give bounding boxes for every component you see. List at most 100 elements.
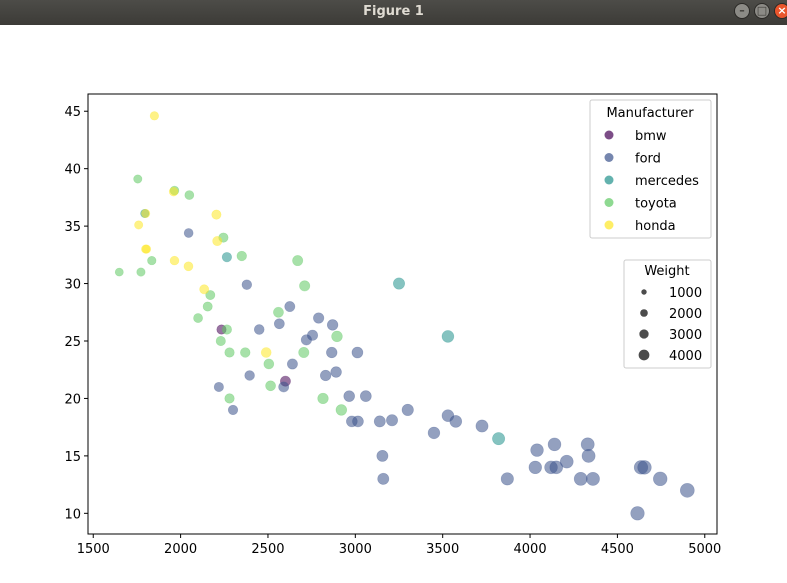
point-ford-0 (183, 228, 194, 238)
x-tick-label: 5000 (688, 542, 721, 557)
point-ford-30 (475, 419, 489, 433)
y-tick-label: 45 (64, 105, 81, 120)
point-ford-43 (630, 506, 645, 521)
point-toyota-15 (240, 347, 251, 358)
point-ford-38 (573, 472, 588, 486)
point-ford-14 (326, 346, 338, 359)
point-ford-41 (586, 471, 600, 486)
point-toyota-21 (299, 280, 311, 292)
y-tick-label: 15 (64, 450, 81, 465)
legend-size-marker-2000 (640, 309, 648, 317)
point-toyota-7 (202, 301, 213, 312)
point-toyota-12 (224, 347, 235, 358)
point-ford-9 (286, 358, 298, 370)
legend-manufacturer: Manufacturer bmw ford mercedes toyota honda (589, 99, 712, 239)
point-ford-31 (500, 472, 514, 486)
legend-marker-toyota (604, 198, 614, 207)
point-ford-45 (653, 471, 668, 487)
point-mercedes-2 (393, 277, 406, 290)
point-ford-1 (213, 381, 224, 392)
point-ford-5 (253, 324, 265, 335)
y-tick-label: 35 (64, 220, 81, 235)
point-ford-19 (352, 415, 364, 428)
point-toyota-16 (263, 358, 275, 370)
point-ford-22 (373, 415, 386, 428)
legend-label-mercedes: mercedes (635, 174, 699, 189)
point-ford-12 (313, 312, 325, 324)
point-toyota-17 (265, 380, 276, 392)
point-ford-46 (679, 483, 695, 498)
maximize-button[interactable]: □ (754, 3, 770, 19)
point-ford-7 (278, 381, 290, 393)
points-layer (114, 111, 695, 521)
point-honda-7 (183, 261, 194, 272)
point-toyota-2 (136, 267, 146, 277)
point-ford-40 (581, 448, 596, 463)
point-toyota-0 (114, 267, 124, 277)
point-ford-33 (528, 460, 542, 475)
y-tick-label: 40 (64, 163, 81, 178)
point-ford-20 (351, 346, 364, 359)
point-toyota-24 (317, 392, 329, 405)
point-honda-0 (149, 111, 159, 121)
point-honda-1 (134, 220, 144, 230)
point-ford-3 (241, 279, 252, 290)
legend-size-label-4000: 4000 (669, 349, 702, 364)
point-toyota-11 (221, 324, 232, 335)
point-ford-27 (427, 426, 441, 440)
window-title: Figure 1 (363, 4, 424, 19)
point-toyota-13 (224, 393, 235, 404)
legend-marker-honda (604, 220, 614, 230)
window-titlebar: Figure 1 – □ × (0, 0, 787, 25)
x-tick-label: 3500 (426, 542, 459, 557)
point-ford-36 (549, 460, 563, 475)
point-ford-15 (326, 319, 339, 331)
point-ford-26 (401, 403, 414, 416)
point-honda-8 (199, 284, 210, 295)
legend-label-honda: honda (635, 219, 676, 234)
point-ford-16 (330, 366, 342, 378)
y-tick-label: 10 (64, 507, 81, 522)
minimize-button[interactable]: – (734, 3, 750, 19)
x-tick-label: 4000 (514, 542, 547, 557)
close-button[interactable]: × (774, 3, 787, 19)
point-honda-5 (169, 255, 180, 266)
point-toyota-18 (273, 306, 284, 318)
legend-size-marker-4000 (638, 349, 650, 361)
point-mercedes-3 (441, 330, 455, 343)
legend-label-bmw: bmw (635, 129, 667, 144)
legend-marker-mercedes (604, 175, 614, 185)
point-toyota-8 (205, 290, 216, 301)
legend-marker-ford (604, 153, 614, 162)
point-ford-13 (320, 369, 332, 382)
y-axis: 10 15 20 25 30 35 40 45 (64, 105, 88, 522)
legend-size-marker-1000 (641, 289, 647, 295)
point-ford-32 (530, 443, 544, 457)
legend-size-label-1000: 1000 (669, 286, 702, 301)
point-ford-4 (244, 370, 255, 381)
x-tick-label: 1500 (77, 542, 110, 557)
legend-size-label-3000: 3000 (669, 328, 702, 343)
point-ford-6 (273, 318, 285, 330)
point-honda-11 (260, 347, 272, 358)
y-tick-label: 30 (64, 278, 81, 293)
point-honda-9 (211, 209, 222, 220)
point-toyota-3 (147, 255, 157, 266)
x-axis: 1500 2000 2500 3000 3500 4000 4500 5000 (77, 534, 721, 557)
point-toyota-20 (298, 346, 310, 358)
point-ford-21 (359, 390, 372, 402)
point-honda-6 (168, 186, 179, 197)
legend-label-ford: ford (635, 152, 661, 167)
x-tick-label: 2000 (164, 542, 197, 557)
point-ford-11 (306, 329, 319, 341)
legend-weight-title: Weight (644, 264, 689, 279)
point-toyota-14 (236, 250, 247, 262)
x-tick-label: 4500 (601, 542, 634, 557)
point-toyota-19 (292, 255, 304, 267)
point-honda-10 (212, 236, 223, 247)
point-ford-25 (386, 414, 398, 427)
y-tick-label: 25 (64, 335, 81, 350)
point-ford-24 (377, 472, 390, 485)
legend-marker-bmw (604, 130, 614, 140)
x-tick-label: 2500 (251, 542, 284, 557)
